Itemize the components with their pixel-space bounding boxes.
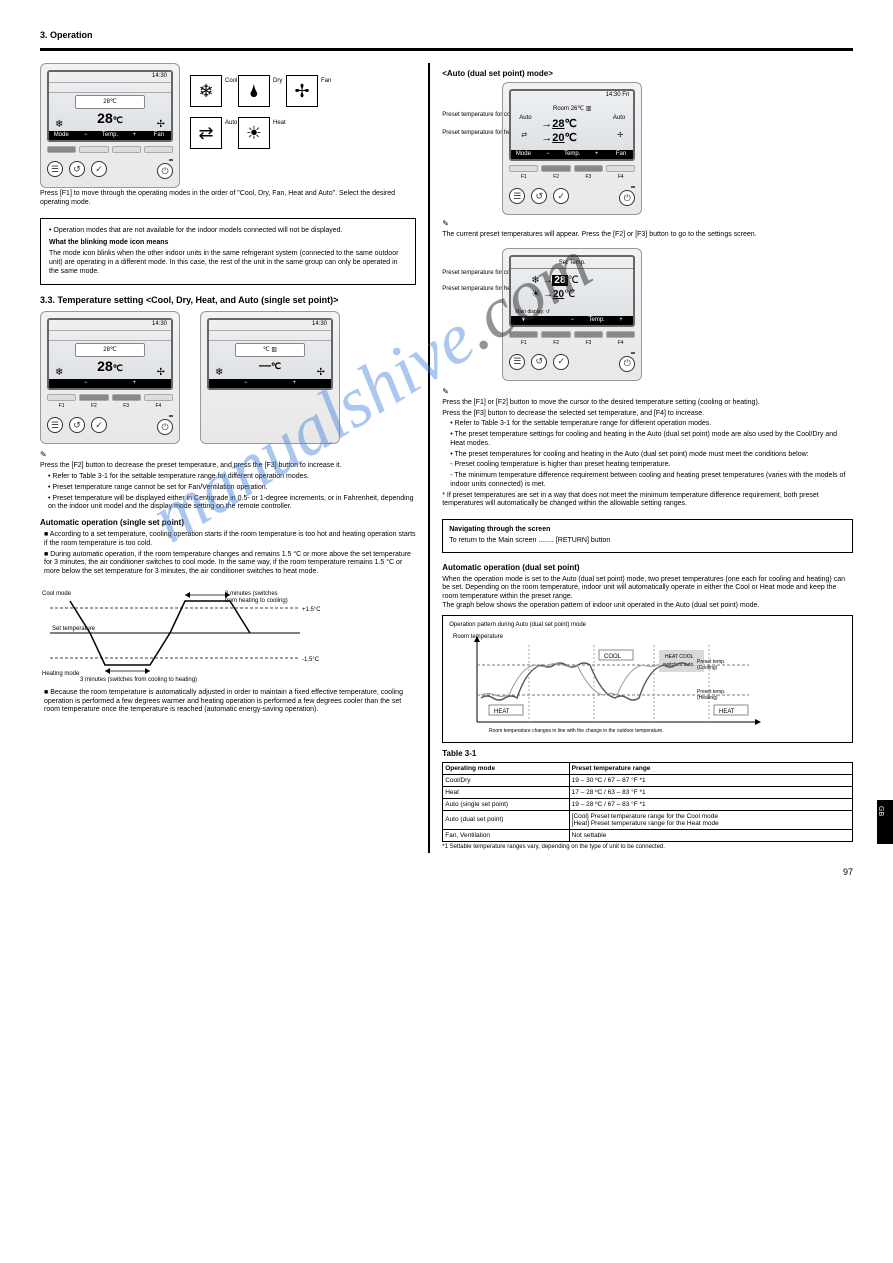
clock: 14:30 [152,73,167,79]
svg-text:HEAT: HEAT [494,709,510,715]
auto-step-2: ■ During automatic operation, if the roo… [44,551,416,577]
pencil-note: The current preset temperatures will app… [442,231,853,240]
svg-text:HEAT: HEAT [719,709,735,715]
fan-mode-icon: ✢Fan [286,75,318,107]
back-button[interactable]: ↺ [531,188,547,204]
f3-key[interactable] [112,394,141,401]
remote-panel-dual1: 14:30 Fri Room 26℃ ▥ Auto Auto →28℃ →20℃… [502,82,642,215]
power-button[interactable]: ⏻ [619,190,635,206]
ok-button[interactable]: ✓ [91,417,107,433]
section-number: 3. Operation [40,30,93,40]
screen-mode: 14:30 28℃ ❄ 28℃ ✢ Mode−Temp.+Fan [47,70,173,142]
cool-mode-icon: ❄Cool [190,75,222,107]
svg-text:3 minutes (switches: 3 minutes (switches [225,591,278,597]
back-button[interactable]: ↺ [69,417,85,433]
remote-panel-mode: 14:30 28℃ ❄ 28℃ ✢ Mode−Temp.+Fan [40,63,180,188]
remote-panel-dual2: Set Temp. ❄ →28℃ ☀ →20℃ Main display: ↺ … [502,248,642,381]
back-button[interactable]: ↺ [69,161,85,177]
f1-key[interactable] [47,394,76,401]
f1-key[interactable] [509,165,538,172]
temp-setting-heading: 3.3. Temperature setting <Cool, Dry, Hea… [40,295,416,305]
power-button[interactable]: ⏻ [157,419,173,435]
ok-button[interactable]: ✓ [553,354,569,370]
cool-mode-label: Cool mode [42,591,72,597]
svg-text:-1.5°C: -1.5°C [302,657,320,663]
svg-text:Room temperature changes in li: Room temperature changes in line with th… [489,728,664,734]
auto-single-chart: Cool mode 3 minutes (switches from heati… [40,583,416,683]
nav-box: Navigating through the screen To return … [442,519,853,553]
heat-mode-icon: ☀Heat [238,117,270,149]
svg-text:3 minutes (switches from cooli: 3 minutes (switches from cooling to heat… [80,677,197,683]
fkeys [47,146,173,153]
auto-dual-heading: <Auto (dual set point) mode> [442,69,853,78]
dry-mode-icon: 🌢Dry [238,75,270,107]
f4-key[interactable] [144,394,173,401]
f3-key[interactable] [574,165,603,172]
intro-text: Press [F1] to move through the operating… [40,190,416,208]
svg-text:HEAT COOL: HEAT COOL [665,654,694,660]
temp-para1: Press the [F2] button to decrease the pr… [40,462,416,471]
bottom-bar: Mode−Temp.+Fan [49,131,171,140]
f4-key[interactable] [606,331,635,338]
table-heading: Table 3-1 [442,749,853,758]
f2-key[interactable] [541,165,570,172]
ok-button[interactable]: ✓ [553,188,569,204]
auto-dual-op-text: When the operation mode is set to the Au… [442,576,853,611]
svg-text:+1.5°C: +1.5°C [302,607,320,613]
f2-key[interactable] [541,331,570,338]
side-tab: GB [877,800,893,844]
fan-icon: ✢ [157,119,165,130]
menu-button[interactable]: ☰ [509,188,525,204]
set-temp: 28℃ [49,110,171,126]
auto-dual-op-heading: Automatic operation (dual set point) [442,563,853,572]
auto-mode-icon: ⇄Auto [190,117,222,149]
left-column: 14:30 28℃ ❄ 28℃ ✢ Mode−Temp.+Fan [40,63,430,853]
auto-step-1: ■ According to a set temperature, coolin… [44,531,416,549]
auto-step-3: ■ Because the room temperature is automa… [44,689,416,715]
menu-button[interactable]: ☰ [509,354,525,370]
svg-text:(Heating): (Heating) [697,695,718,701]
f4-key[interactable] [144,146,173,153]
auto-op-heading: Automatic operation (single set point) [40,518,416,527]
f2-key[interactable] [79,146,108,153]
svg-text:from heating to cooling): from heating to cooling) [225,598,288,604]
menu-button[interactable]: ☰ [47,161,63,177]
note-box: • Operation modes that are not available… [40,218,416,286]
ok-button[interactable]: ✓ [91,161,107,177]
f1-key[interactable] [509,331,538,338]
f3-key[interactable] [574,331,603,338]
right-column: <Auto (dual set point) mode> Preset temp… [430,63,853,853]
room-temp-box: 28℃ [75,95,145,109]
remote-panel-temp1: 14:30 28℃ ❄ 28℃ ✢ −+ F1F2F3F4 [40,311,180,444]
power-led [169,159,173,161]
menu-button[interactable]: ☰ [47,417,63,433]
power-button[interactable]: ⏻ [157,163,173,179]
back-button[interactable]: ↺ [531,354,547,370]
header-rule [40,48,853,51]
svg-text:(Cooling): (Cooling) [697,665,718,671]
temp-range-table: Operating modePreset temperature range C… [442,762,853,842]
svg-text:Heating mode: Heating mode [42,671,80,677]
remote-panel-temp2: 14:30 ℃ ▥ ❄ —℃ ✢ −+ [200,311,340,444]
power-button[interactable]: ⏻ [619,356,635,372]
svg-text:COOL: COOL [604,654,622,660]
mode-icon-grid: ❄Cool ⇄Auto 🌢Dry ☀Heat ✢Fan [190,75,318,149]
auto-dual-chart: Operation pattern during Auto (dual set … [442,615,853,743]
f4-key[interactable] [606,165,635,172]
page-number: 97 [40,867,853,877]
f1-key[interactable] [47,146,76,153]
f2-key[interactable] [79,394,108,401]
f3-key[interactable] [112,146,141,153]
